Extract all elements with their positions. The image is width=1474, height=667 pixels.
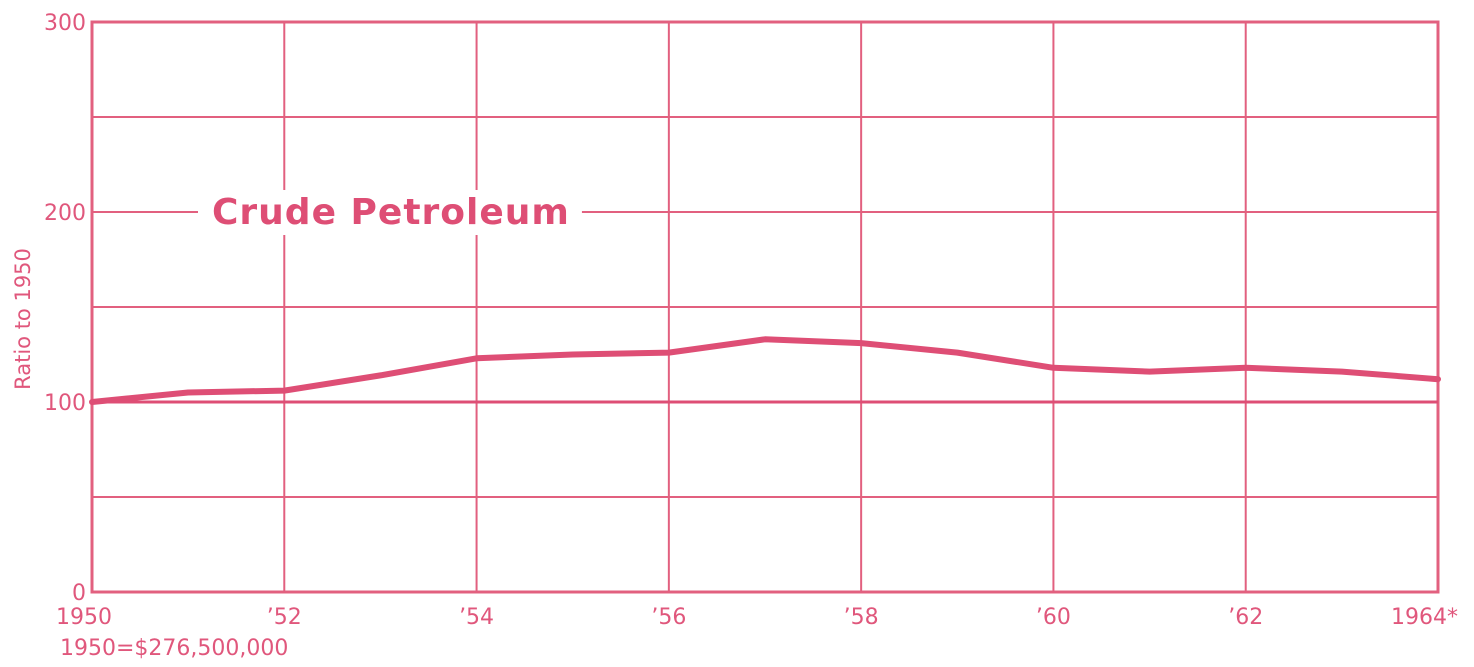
data-point	[281, 388, 287, 394]
data-point	[89, 399, 95, 405]
x-tick-label: 1950	[56, 605, 112, 630]
data-point	[1050, 365, 1056, 371]
x-tick-label: ’52	[267, 605, 302, 630]
base-value-note: 1950=$276,500,000	[60, 636, 288, 661]
data-point	[185, 390, 191, 395]
x-tick-label: ’54	[459, 605, 494, 630]
data-point	[1147, 369, 1153, 375]
y-axis-label: Ratio to 1950	[11, 248, 35, 390]
x-tick-label: ’56	[651, 605, 686, 630]
axis-layer: 0 100 200 300 1950 ’52 ’54 ’56 ’58 ’60 ’62 1964*	[44, 11, 1458, 630]
data-point	[762, 336, 768, 342]
data-point	[474, 355, 480, 361]
series-line	[89, 336, 1441, 405]
data-point	[858, 340, 864, 346]
title-background	[198, 190, 582, 235]
y-tick-label: 300	[44, 11, 86, 36]
data-point	[1243, 365, 1249, 371]
data-point	[666, 350, 672, 356]
x-tick-label: ’62	[1228, 605, 1263, 630]
series-layer	[89, 336, 1441, 405]
data-point	[1435, 376, 1441, 382]
y-tick-label: 0	[72, 581, 86, 606]
plot-frame	[90, 20, 1440, 594]
grid-layer	[90, 20, 1440, 594]
x-tick-label: 1964*	[1391, 605, 1458, 630]
data-point	[1339, 369, 1345, 375]
title-layer: Crude Petroleum	[198, 190, 582, 235]
x-tick-label: ’58	[844, 605, 879, 630]
data-point	[570, 352, 576, 357]
x-tick-label: ’60	[1036, 605, 1071, 630]
y-tick-label: 200	[44, 201, 86, 226]
chart-title: Crude Petroleum	[212, 192, 570, 233]
y-tick-label: 100	[44, 391, 86, 416]
data-point	[377, 372, 383, 378]
data-point	[954, 350, 960, 356]
